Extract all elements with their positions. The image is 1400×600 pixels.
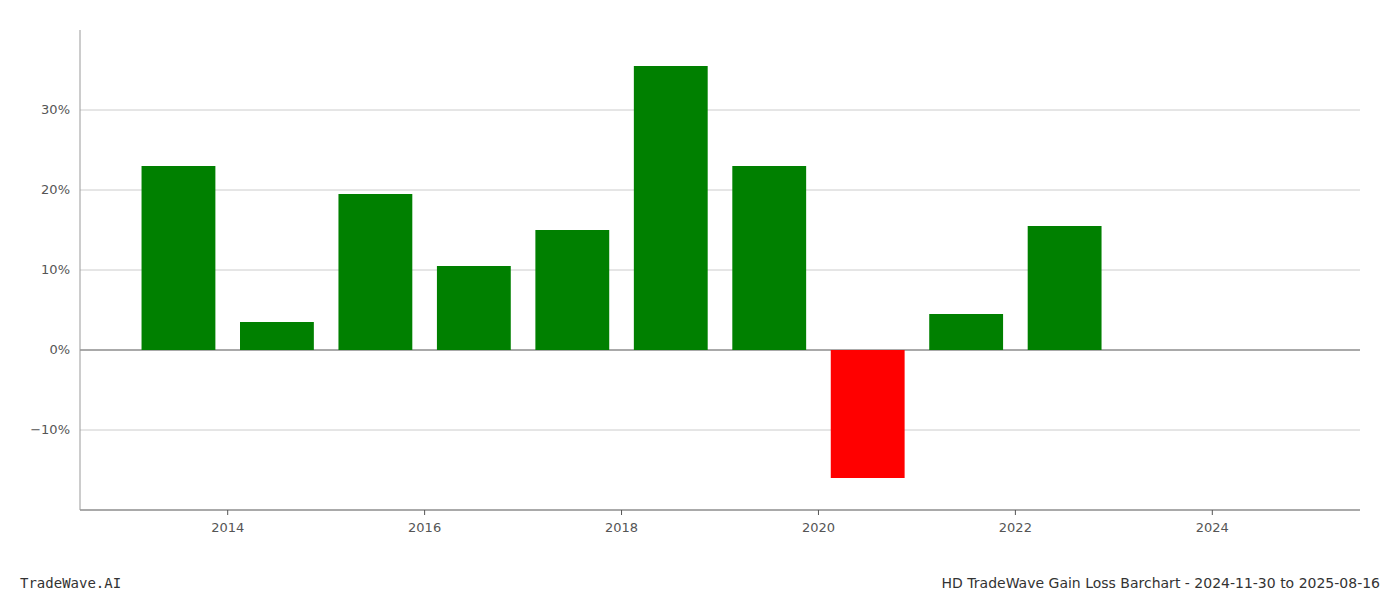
y-grid: [80, 110, 1360, 430]
x-tick-label: 2022: [999, 520, 1032, 535]
footer-left: TradeWave.AI: [20, 575, 121, 591]
x-tick: [1212, 510, 1213, 515]
bar: [142, 166, 216, 350]
grid-line: [80, 190, 1360, 191]
x-tick-label: 2020: [802, 520, 835, 535]
y-tick-label: 10%: [41, 262, 70, 277]
x-tick-label: 2024: [1196, 520, 1229, 535]
y-axis-line: [80, 30, 81, 510]
x-tick: [227, 510, 228, 515]
x-tick-label: 2014: [211, 520, 244, 535]
x-tick-label: 2016: [408, 520, 441, 535]
x-tick: [621, 510, 622, 515]
y-tick-label: −10%: [30, 422, 70, 437]
bar: [437, 266, 511, 350]
bars: [142, 66, 1102, 478]
bar: [634, 66, 708, 350]
bar: [732, 166, 806, 350]
x-axis-line: [80, 510, 1360, 511]
bar: [1028, 226, 1102, 350]
x-tick: [1015, 510, 1016, 515]
footer-right: HD TradeWave Gain Loss Barchart - 2024-1…: [942, 575, 1381, 591]
bar: [535, 230, 609, 350]
y-tick-label: 20%: [41, 182, 70, 197]
x-tick: [424, 510, 425, 515]
bar: [240, 322, 314, 350]
x-tick-label: 2018: [605, 520, 638, 535]
grid-line: [80, 430, 1360, 431]
x-tick: [818, 510, 819, 515]
chart: −10% 0% 10% 20% 30% 2014 2016 2018 2020 2022 2024 T…: [0, 0, 1400, 600]
y-tick-label: 0%: [49, 342, 70, 357]
grid-line: [80, 110, 1360, 111]
grid-line: [80, 270, 1360, 271]
y-tick-label: 30%: [41, 102, 70, 117]
bar: [831, 350, 905, 478]
bar: [929, 314, 1003, 350]
bar: [338, 194, 412, 350]
